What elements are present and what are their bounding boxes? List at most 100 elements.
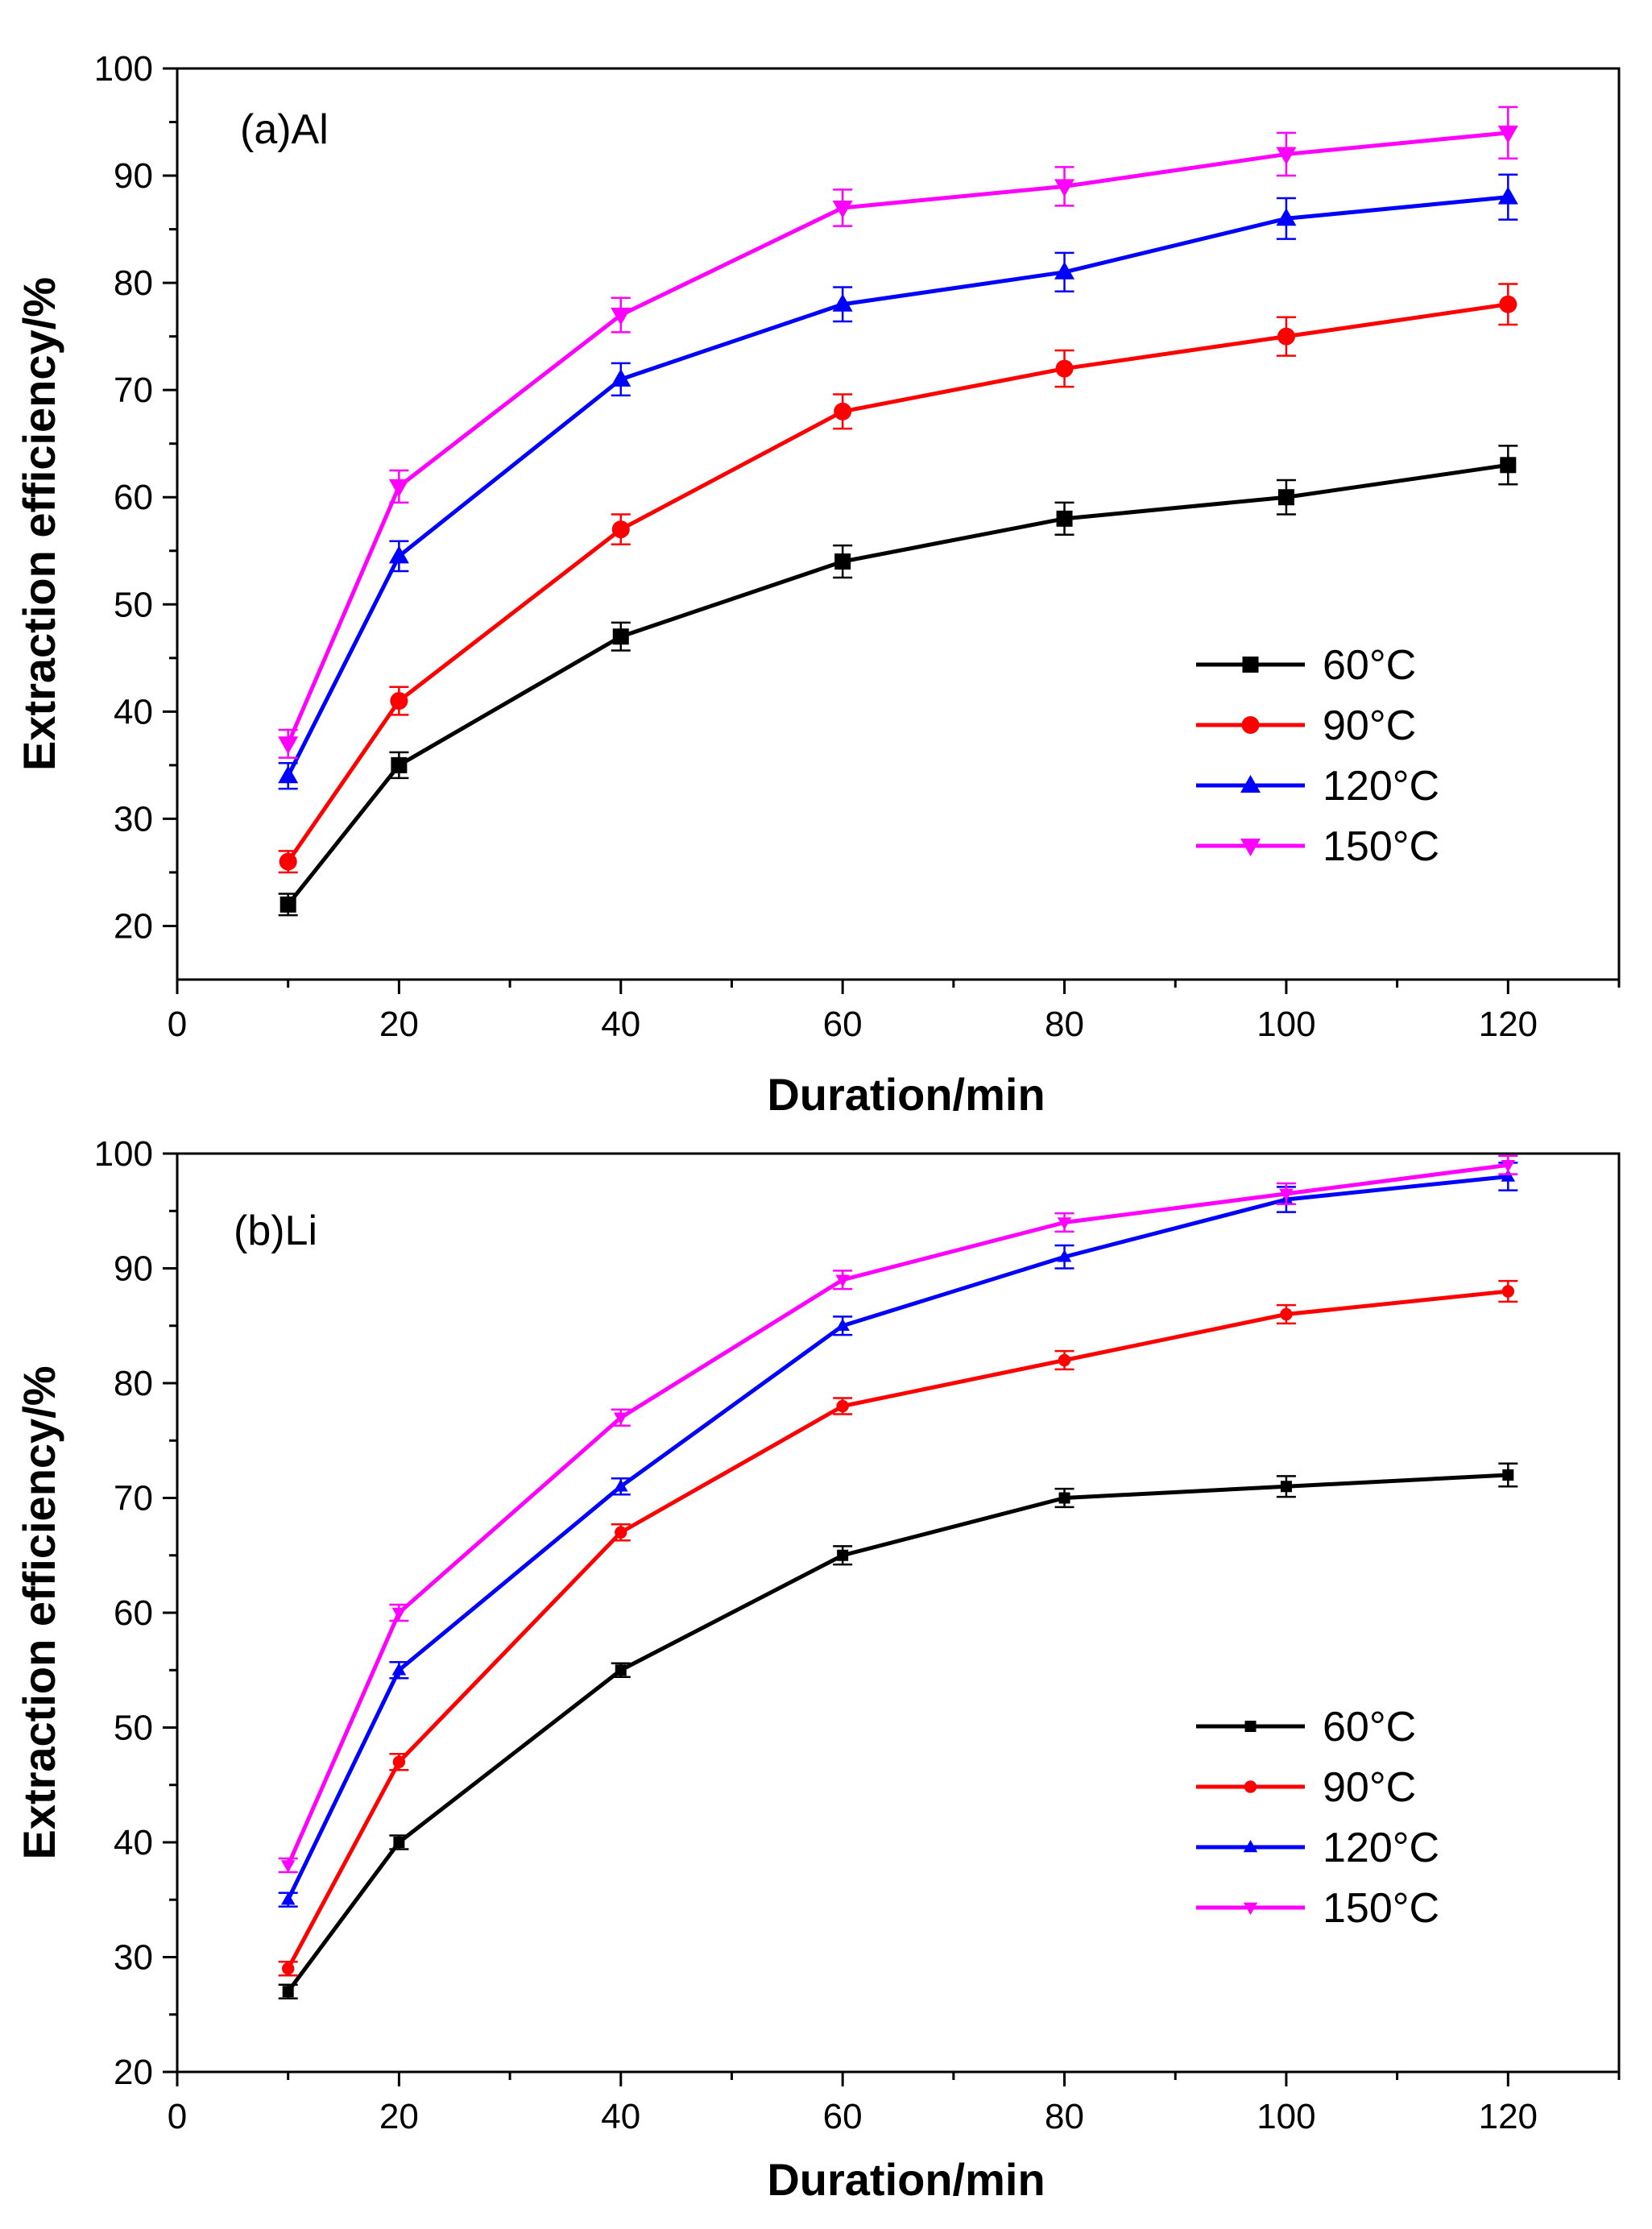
y-tick-label: 90	[114, 1249, 153, 1289]
data-point	[1501, 1285, 1515, 1298]
legend-label: 120°C	[1323, 1825, 1439, 1871]
data-point	[612, 628, 629, 645]
x-tick-label: 120	[1479, 2097, 1538, 2136]
data-point	[1276, 147, 1297, 165]
y-axis-title: Extraction efficiency/%	[14, 277, 64, 771]
data-point	[1058, 1492, 1070, 1504]
data-point	[1057, 1217, 1072, 1230]
x-tick-label: 40	[601, 2097, 640, 2136]
chart-panel-b: 0 20 40 60 80 100 120 20 30 40 50 60 70 80 90 100 Durati…	[14, 1134, 1621, 2205]
y-tick-label: 80	[114, 1364, 153, 1403]
data-point	[1054, 179, 1075, 197]
data-point	[1057, 1249, 1072, 1262]
x-tick-label: 0	[168, 1005, 187, 1044]
data-point	[282, 1986, 294, 1998]
data-point	[1502, 1469, 1514, 1481]
y-tick-label: 60	[114, 1593, 153, 1633]
data-point	[1055, 359, 1074, 378]
legend-marker	[1244, 1721, 1257, 1732]
legend-marker	[1244, 1780, 1257, 1793]
data-point	[391, 756, 408, 773]
data-point	[279, 852, 297, 871]
data-point	[1276, 208, 1297, 226]
y-tick-label: 60	[114, 478, 153, 517]
x-tick-label: 0	[168, 2097, 187, 2136]
series-line	[286, 195, 1509, 777]
legend-label: 90°C	[1323, 1764, 1416, 1811]
panel-title: (a)Al	[240, 106, 329, 153]
y-tick-label: 20	[114, 906, 153, 946]
x-tick-label: 80	[1045, 1005, 1084, 1044]
data-point	[280, 1892, 296, 1905]
series-line	[286, 1162, 1509, 1866]
y-tick-label: 50	[114, 1709, 153, 1748]
legend: 60°C 90°C 120°C 150°C	[1196, 1704, 1439, 1932]
legend-label: 90°C	[1323, 702, 1416, 749]
x-tick-label: 20	[379, 2097, 419, 2136]
data-point	[1497, 186, 1518, 205]
y-tick-label: 100	[94, 1134, 153, 1174]
data-point	[614, 1479, 628, 1492]
x-tick-label: 60	[823, 2097, 863, 2136]
data-point	[834, 402, 852, 421]
series-150C	[278, 106, 1518, 759]
series-120C	[278, 173, 1518, 790]
series-150C	[278, 1154, 1518, 1874]
data-point	[281, 1962, 295, 1975]
legend-label: 150°C	[1323, 1885, 1439, 1932]
data-point	[611, 368, 631, 387]
plot-frame	[176, 67, 1621, 981]
data-point	[1499, 295, 1517, 313]
data-point	[615, 1664, 627, 1676]
legend-label: 120°C	[1323, 763, 1439, 810]
y-tick-label: 50	[114, 585, 153, 624]
data-point	[1056, 510, 1073, 527]
y-tick-label: 40	[114, 692, 153, 731]
legend-marker	[1241, 716, 1260, 734]
legend: 60°C 90°C 120°C 150°C	[1196, 642, 1439, 870]
data-point	[835, 1274, 850, 1287]
data-point	[280, 1860, 296, 1873]
data-point	[837, 1549, 849, 1561]
y-tick-label: 30	[114, 799, 153, 839]
data-point	[1279, 1188, 1294, 1201]
y-tick-label: 90	[114, 156, 153, 196]
data-point	[832, 293, 853, 312]
series-60C	[278, 445, 1518, 917]
x-tick-label: 20	[379, 1005, 419, 1044]
data-point	[1501, 1169, 1516, 1182]
x-tick-label: 80	[1045, 2097, 1084, 2136]
data-point	[391, 1607, 407, 1621]
legend-marker	[1240, 839, 1261, 856]
x-tick-label: 40	[601, 1005, 640, 1044]
data-point	[834, 553, 851, 570]
data-point	[1500, 457, 1517, 474]
data-point	[278, 736, 299, 755]
data-point	[279, 896, 296, 913]
data-point	[1277, 327, 1295, 346]
y-tick-label: 20	[114, 2053, 153, 2092]
data-point	[835, 1318, 850, 1332]
data-point	[391, 1663, 407, 1676]
data-point	[393, 1837, 405, 1848]
legend-marker	[1242, 657, 1259, 673]
y-tick-label: 80	[114, 263, 153, 303]
y-axis-title: Extraction efficiency/%	[14, 1365, 64, 1859]
data-point	[614, 1412, 628, 1425]
x-tick-label: 120	[1479, 1005, 1538, 1044]
data-point	[388, 479, 409, 497]
data-point	[392, 1755, 406, 1768]
y-tick-label: 70	[114, 371, 153, 410]
legend-label: 60°C	[1323, 1704, 1416, 1750]
data-point	[832, 200, 853, 218]
plot-frame	[176, 1152, 1621, 2074]
y-tick-label: 100	[94, 49, 153, 89]
legend-label: 150°C	[1323, 823, 1439, 870]
x-axis-title: Duration/min	[767, 2154, 1045, 2205]
x-tick-label: 60	[823, 1005, 863, 1044]
data-point	[1277, 489, 1294, 506]
data-point	[1280, 1481, 1292, 1493]
data-point	[1497, 125, 1518, 143]
y-tick-label: 40	[114, 1823, 153, 1862]
